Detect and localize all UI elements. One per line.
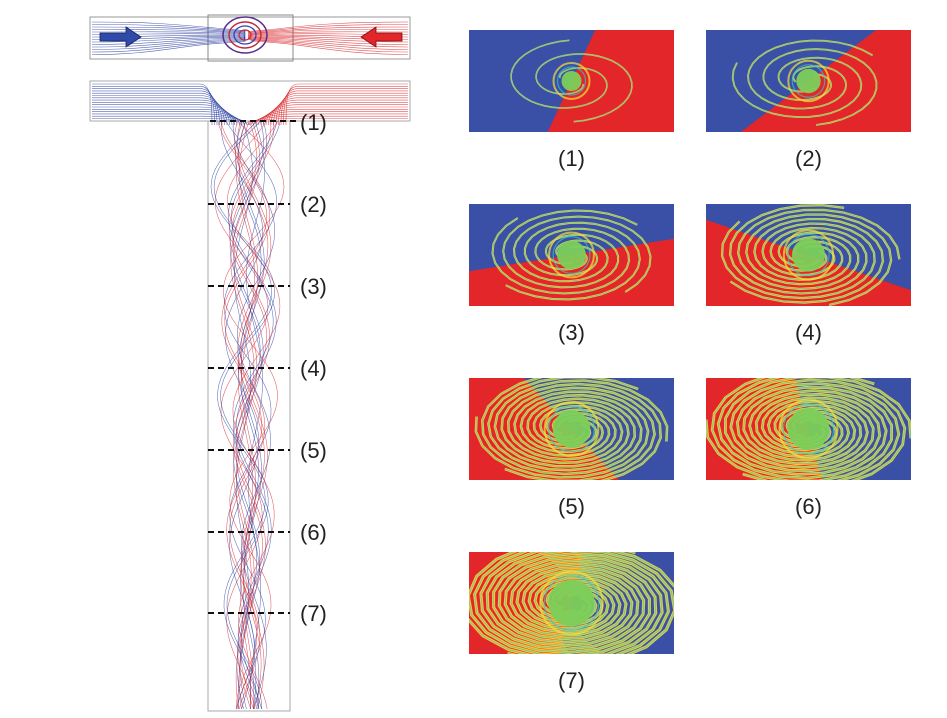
panel-label-7: (7) (558, 668, 585, 693)
cross-section-panel-7 (469, 552, 674, 654)
section-label-6: (6) (300, 520, 327, 545)
panel-label-2: (2) (795, 146, 822, 171)
cross-section-panel-1 (469, 30, 674, 132)
panel-label-5: (5) (558, 494, 585, 519)
outlet-streamlines (210, 120, 285, 710)
central-vortex (222, 16, 268, 54)
t-mixer-streamline-diagram (89, 14, 411, 712)
section-label-1: (1) (300, 110, 327, 135)
cross-section-panel-6 (706, 378, 911, 480)
panel-label-3: (3) (558, 320, 585, 345)
cross-section-panel-5 (469, 378, 674, 480)
cross-section-panel-2 (706, 30, 911, 132)
top-inset-view (89, 14, 411, 62)
panel-label-1: (1) (558, 146, 585, 171)
section-label-4: (4) (300, 356, 327, 381)
section-label-2: (2) (300, 192, 327, 217)
t-junction-channel (89, 80, 411, 712)
panel-label-4: (4) (795, 320, 822, 345)
panel-label-6: (6) (795, 494, 822, 519)
arrow-left-icon (360, 26, 403, 48)
arrow-right-icon (99, 26, 142, 48)
section-label-5: (5) (300, 438, 327, 463)
section-label-3: (3) (300, 274, 327, 299)
section-label-7: (7) (300, 601, 327, 626)
cross-section-panel-3 (469, 204, 674, 306)
cross-section-markers (208, 120, 296, 614)
cross-section-panel-4 (706, 204, 911, 306)
